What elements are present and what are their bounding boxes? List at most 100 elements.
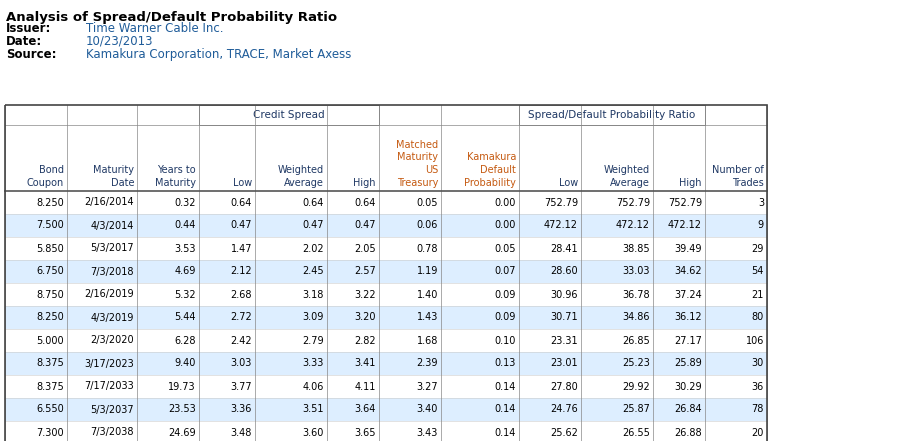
Text: 24.69: 24.69 <box>168 427 196 437</box>
Text: 0.13: 0.13 <box>494 359 516 369</box>
Text: 9: 9 <box>758 220 764 231</box>
Text: 3.51: 3.51 <box>303 404 324 415</box>
Text: 30.29: 30.29 <box>675 381 702 392</box>
Text: 3.40: 3.40 <box>417 404 438 415</box>
Bar <box>5 375 767 398</box>
Text: 3.48: 3.48 <box>230 427 252 437</box>
Text: 472.12: 472.12 <box>616 220 650 231</box>
Text: 1.68: 1.68 <box>417 336 438 345</box>
Text: 20: 20 <box>751 427 764 437</box>
Text: 8.375: 8.375 <box>37 381 64 392</box>
Text: 26.84: 26.84 <box>675 404 702 415</box>
Text: 3.53: 3.53 <box>175 243 196 254</box>
Text: 3.20: 3.20 <box>355 313 376 322</box>
Text: 3.27: 3.27 <box>417 381 438 392</box>
Text: 26.55: 26.55 <box>622 427 650 437</box>
Text: 28.41: 28.41 <box>550 243 578 254</box>
Text: 2/16/2014: 2/16/2014 <box>84 198 134 208</box>
Text: Weighted
Average: Weighted Average <box>604 165 650 188</box>
Text: 5.32: 5.32 <box>175 289 196 299</box>
Text: 4.11: 4.11 <box>355 381 376 392</box>
Bar <box>199 105 379 125</box>
Bar <box>5 329 767 352</box>
Bar <box>5 105 767 441</box>
Text: 0.64: 0.64 <box>355 198 376 208</box>
Text: 1.47: 1.47 <box>230 243 252 254</box>
Text: 54: 54 <box>751 266 764 277</box>
Text: 26.85: 26.85 <box>622 336 650 345</box>
Text: 1.40: 1.40 <box>417 289 438 299</box>
Bar <box>5 237 767 260</box>
Text: 23.31: 23.31 <box>550 336 578 345</box>
Text: 0.64: 0.64 <box>230 198 252 208</box>
Bar <box>519 105 705 125</box>
Text: 23.01: 23.01 <box>550 359 578 369</box>
Text: 0.14: 0.14 <box>494 427 516 437</box>
Text: Analysis of Spread/Default Probability Ratio: Analysis of Spread/Default Probability R… <box>6 11 337 24</box>
Text: 2.82: 2.82 <box>355 336 376 345</box>
Text: 29: 29 <box>751 243 764 254</box>
Text: 3.65: 3.65 <box>355 427 376 437</box>
Text: 2.02: 2.02 <box>303 243 324 254</box>
Text: 19.73: 19.73 <box>168 381 196 392</box>
Text: 0.05: 0.05 <box>494 243 516 254</box>
Text: High: High <box>679 165 702 188</box>
Text: 7/17/2033: 7/17/2033 <box>84 381 134 392</box>
Text: 8.250: 8.250 <box>37 313 64 322</box>
Text: 8.250: 8.250 <box>37 198 64 208</box>
Text: 38.85: 38.85 <box>622 243 650 254</box>
Text: 2.45: 2.45 <box>303 266 324 277</box>
Text: 33.03: 33.03 <box>622 266 650 277</box>
Text: 7.500: 7.500 <box>37 220 64 231</box>
Text: 472.12: 472.12 <box>544 220 578 231</box>
Text: 3.36: 3.36 <box>230 404 252 415</box>
Text: 0.44: 0.44 <box>175 220 196 231</box>
Text: 3.22: 3.22 <box>355 289 376 299</box>
Text: 6.550: 6.550 <box>37 404 64 415</box>
Bar <box>5 191 767 214</box>
Text: 0.14: 0.14 <box>494 381 516 392</box>
Text: 7.300: 7.300 <box>37 427 64 437</box>
Text: 3.43: 3.43 <box>417 427 438 437</box>
Text: Maturity
Date: Maturity Date <box>93 165 134 188</box>
Text: 2.42: 2.42 <box>230 336 252 345</box>
Text: 3/17/2023: 3/17/2023 <box>84 359 134 369</box>
Text: 29.92: 29.92 <box>622 381 650 392</box>
Text: 752.79: 752.79 <box>616 198 650 208</box>
Text: 4.06: 4.06 <box>303 381 324 392</box>
Text: 3.77: 3.77 <box>230 381 252 392</box>
Text: 3.33: 3.33 <box>303 359 324 369</box>
Text: 2.12: 2.12 <box>230 266 252 277</box>
Text: 752.79: 752.79 <box>668 198 702 208</box>
Text: 30: 30 <box>751 359 764 369</box>
Text: 30.96: 30.96 <box>550 289 578 299</box>
Text: 24.76: 24.76 <box>550 404 578 415</box>
Text: 0.10: 0.10 <box>494 336 516 345</box>
Text: 1.19: 1.19 <box>417 266 438 277</box>
Text: 472.12: 472.12 <box>668 220 702 231</box>
Text: 2/3/2020: 2/3/2020 <box>90 336 134 345</box>
Text: 27.17: 27.17 <box>675 336 702 345</box>
Text: 26.88: 26.88 <box>675 427 702 437</box>
Text: 6.28: 6.28 <box>175 336 196 345</box>
Text: Low: Low <box>233 165 252 188</box>
Text: 25.89: 25.89 <box>675 359 702 369</box>
Text: 3: 3 <box>758 198 764 208</box>
Text: 2.68: 2.68 <box>230 289 252 299</box>
Text: Source:: Source: <box>6 48 57 61</box>
Text: 5.000: 5.000 <box>37 336 64 345</box>
Text: 2.72: 2.72 <box>230 313 252 322</box>
Bar <box>5 283 767 306</box>
Text: 23.53: 23.53 <box>168 404 196 415</box>
Text: 8.750: 8.750 <box>37 289 64 299</box>
Text: 6.750: 6.750 <box>37 266 64 277</box>
Text: 1.43: 1.43 <box>417 313 438 322</box>
Text: 5.44: 5.44 <box>175 313 196 322</box>
Text: 0.09: 0.09 <box>494 313 516 322</box>
Text: 36.78: 36.78 <box>622 289 650 299</box>
Text: 752.79: 752.79 <box>544 198 578 208</box>
Text: Matched
Maturity
US
Treasury: Matched Maturity US Treasury <box>396 140 438 188</box>
Text: 0.78: 0.78 <box>417 243 438 254</box>
Text: 2.05: 2.05 <box>355 243 376 254</box>
Text: 3.60: 3.60 <box>303 427 324 437</box>
